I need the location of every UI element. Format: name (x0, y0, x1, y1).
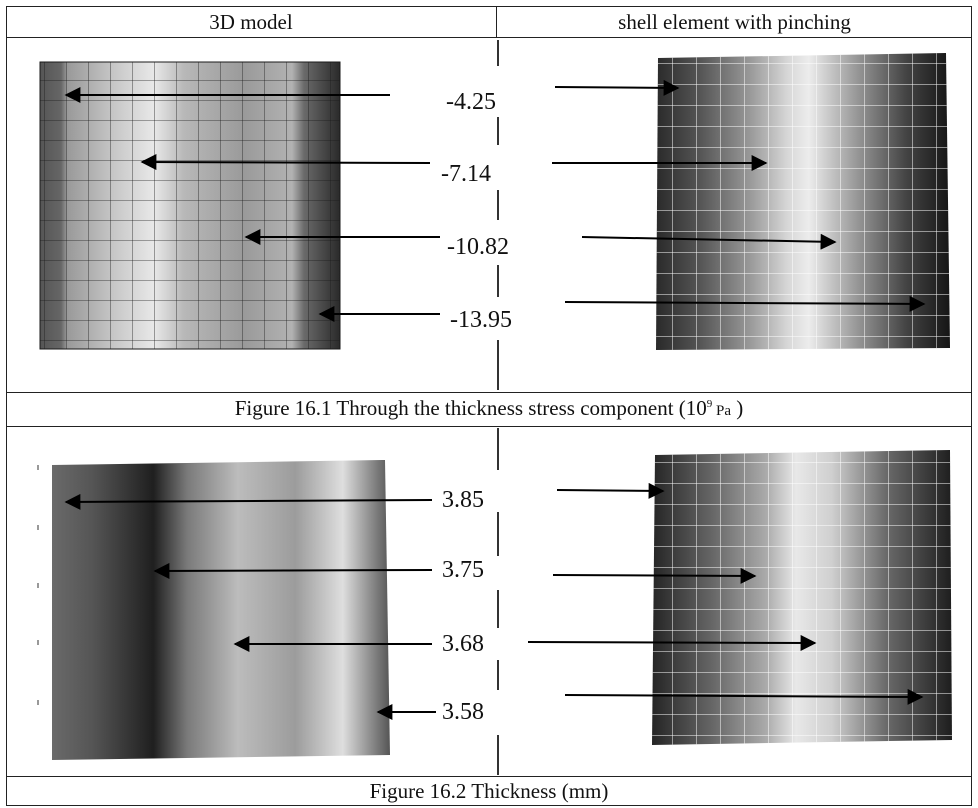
figure1-caption: Figure 16.1 Through the thickness stress… (6, 396, 972, 421)
figure1-3d-model-contour (39, 61, 341, 350)
figure2-shell-contour (652, 450, 952, 745)
figure2-value-label: 3.58 (442, 699, 484, 725)
figure1-caption-text: Figure 16.1 Through the thickness stress… (234, 396, 674, 420)
figure1-arrows (64, 79, 926, 322)
figure2-value-label: 3.68 (442, 631, 484, 657)
figure1-value-label: -13.95 (450, 307, 512, 333)
figure1-value-label: -10.82 (447, 234, 509, 260)
figure1-caption-unit: (109 Pa ) (678, 396, 744, 420)
figure1-value-label: -7.14 (441, 161, 491, 187)
figure2-caption-top-rule (6, 776, 972, 777)
header-column-divider (496, 6, 497, 37)
header-divider (6, 37, 972, 38)
column-header-shell-element: shell element with pinching (618, 10, 851, 34)
figure1-value-label: -4.25 (446, 89, 496, 115)
figure1-caption-top-rule (6, 392, 972, 393)
figure2-value-label: 3.85 (442, 487, 484, 513)
figure2-arrows (64, 482, 924, 720)
figure1-shell-contour (656, 53, 950, 350)
figure2-value-label: 3.75 (442, 557, 484, 583)
column-header-3d-model: 3D model (209, 10, 293, 34)
table-frame (6, 6, 972, 806)
figure1-caption-bottom-rule (6, 426, 972, 427)
figure2-caption: Figure 16.2 Thickness (mm) (369, 779, 609, 803)
figure2-3d-model-contour (37, 460, 390, 760)
